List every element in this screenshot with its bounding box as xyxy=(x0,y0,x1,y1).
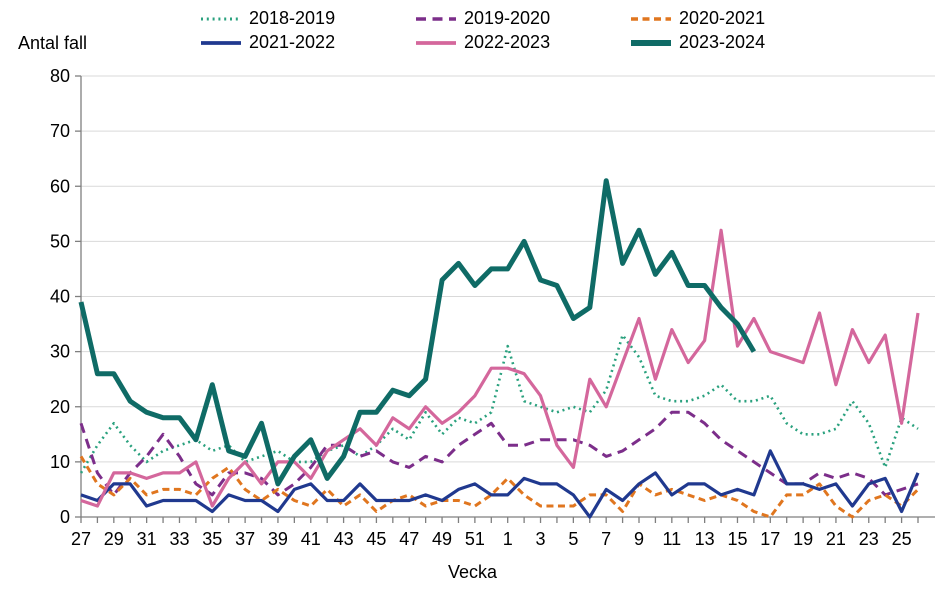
legend-swatch-2020-2021 xyxy=(631,16,671,21)
series-line-2021-2022 xyxy=(80,449,920,519)
x-tick-label-w7: 7 xyxy=(601,529,611,549)
x-axis-title: Vecka xyxy=(447,562,498,582)
y-tick-label-30: 30 xyxy=(50,342,70,362)
x-tick-label-w11: 11 xyxy=(662,529,681,549)
legend-swatch-2022-2023 xyxy=(416,40,456,45)
chart-legend: 2018-2019 2019-2020 2020-2021 2021-2022 2022… xyxy=(200,8,845,53)
y-tick-label-80: 80 xyxy=(50,66,70,86)
series-line-2019-2020 xyxy=(79,410,919,497)
x-tick-label-w25: 25 xyxy=(892,529,912,549)
legend-item-2019-2020: 2019-2020 xyxy=(415,8,630,29)
y-tick-label-0: 0 xyxy=(60,507,70,527)
x-tick-label-w37: 37 xyxy=(235,529,255,549)
legend-label: 2019-2020 xyxy=(464,8,551,28)
x-tick-label-w51: 51 xyxy=(465,529,485,549)
x-tick-label-w29: 29 xyxy=(104,529,124,549)
x-tick-label-w35: 35 xyxy=(202,529,222,549)
x-tick-label-w23: 23 xyxy=(859,529,879,549)
x-tick-label-w9: 9 xyxy=(634,529,644,549)
x-tick-label-w39: 39 xyxy=(268,529,288,549)
x-tick-label-w1: 1 xyxy=(503,529,513,549)
legend-swatch-2023-2024 xyxy=(631,39,671,46)
x-tick-label-w45: 45 xyxy=(366,529,386,549)
legend-label: 2022-2023 xyxy=(464,32,551,52)
x-tick-label-w43: 43 xyxy=(334,529,354,549)
y-tick-label-60: 60 xyxy=(50,176,70,196)
x-tick-label-w5: 5 xyxy=(568,529,578,549)
legend-item-2018-2019: 2018-2019 xyxy=(200,8,415,29)
x-tick-label-w17: 17 xyxy=(760,529,780,549)
x-tick-label-w13: 13 xyxy=(695,529,715,549)
legend-label: 2020-2021 xyxy=(679,8,766,28)
x-tick-label-w49: 49 xyxy=(432,529,452,549)
legend-label: 2021-2022 xyxy=(249,32,336,52)
x-tick-label-w47: 47 xyxy=(399,529,419,549)
legend-item-2021-2022: 2021-2022 xyxy=(200,32,415,53)
x-tick-label-w31: 31 xyxy=(137,529,157,549)
x-tick-label-w3: 3 xyxy=(536,529,546,549)
x-tick-label-w41: 41 xyxy=(301,529,321,549)
legend-item-2020-2021: 2020-2021 xyxy=(630,8,845,29)
legend-label: 2023-2024 xyxy=(679,32,766,52)
series-line-2022-2023 xyxy=(80,228,920,508)
legend-swatch-2018-2019 xyxy=(201,16,241,21)
x-tick-label-w19: 19 xyxy=(793,529,813,549)
legend-swatch-2021-2022 xyxy=(201,40,241,45)
legend-swatch-2019-2020 xyxy=(416,16,456,21)
series-line-2023-2024 xyxy=(78,178,757,487)
legend-item-2023-2024: 2023-2024 xyxy=(630,32,845,53)
x-tick-label-w27: 27 xyxy=(71,529,91,549)
legend-item-2022-2023: 2022-2023 xyxy=(415,32,630,53)
y-tick-label-20: 20 xyxy=(50,397,70,417)
y-tick-label-10: 10 xyxy=(50,452,70,472)
y-tick-label-70: 70 xyxy=(50,121,70,141)
x-tick-label-w33: 33 xyxy=(169,529,189,549)
y-tick-label-40: 40 xyxy=(50,287,70,307)
y-tick-label-50: 50 xyxy=(50,231,70,251)
series-line-2018-2019 xyxy=(79,333,919,474)
x-tick-label-w15: 15 xyxy=(727,529,747,549)
y-axis-title: Antal fall xyxy=(18,33,88,53)
legend-label: 2018-2019 xyxy=(249,8,336,28)
x-tick-label-w21: 21 xyxy=(826,529,846,549)
